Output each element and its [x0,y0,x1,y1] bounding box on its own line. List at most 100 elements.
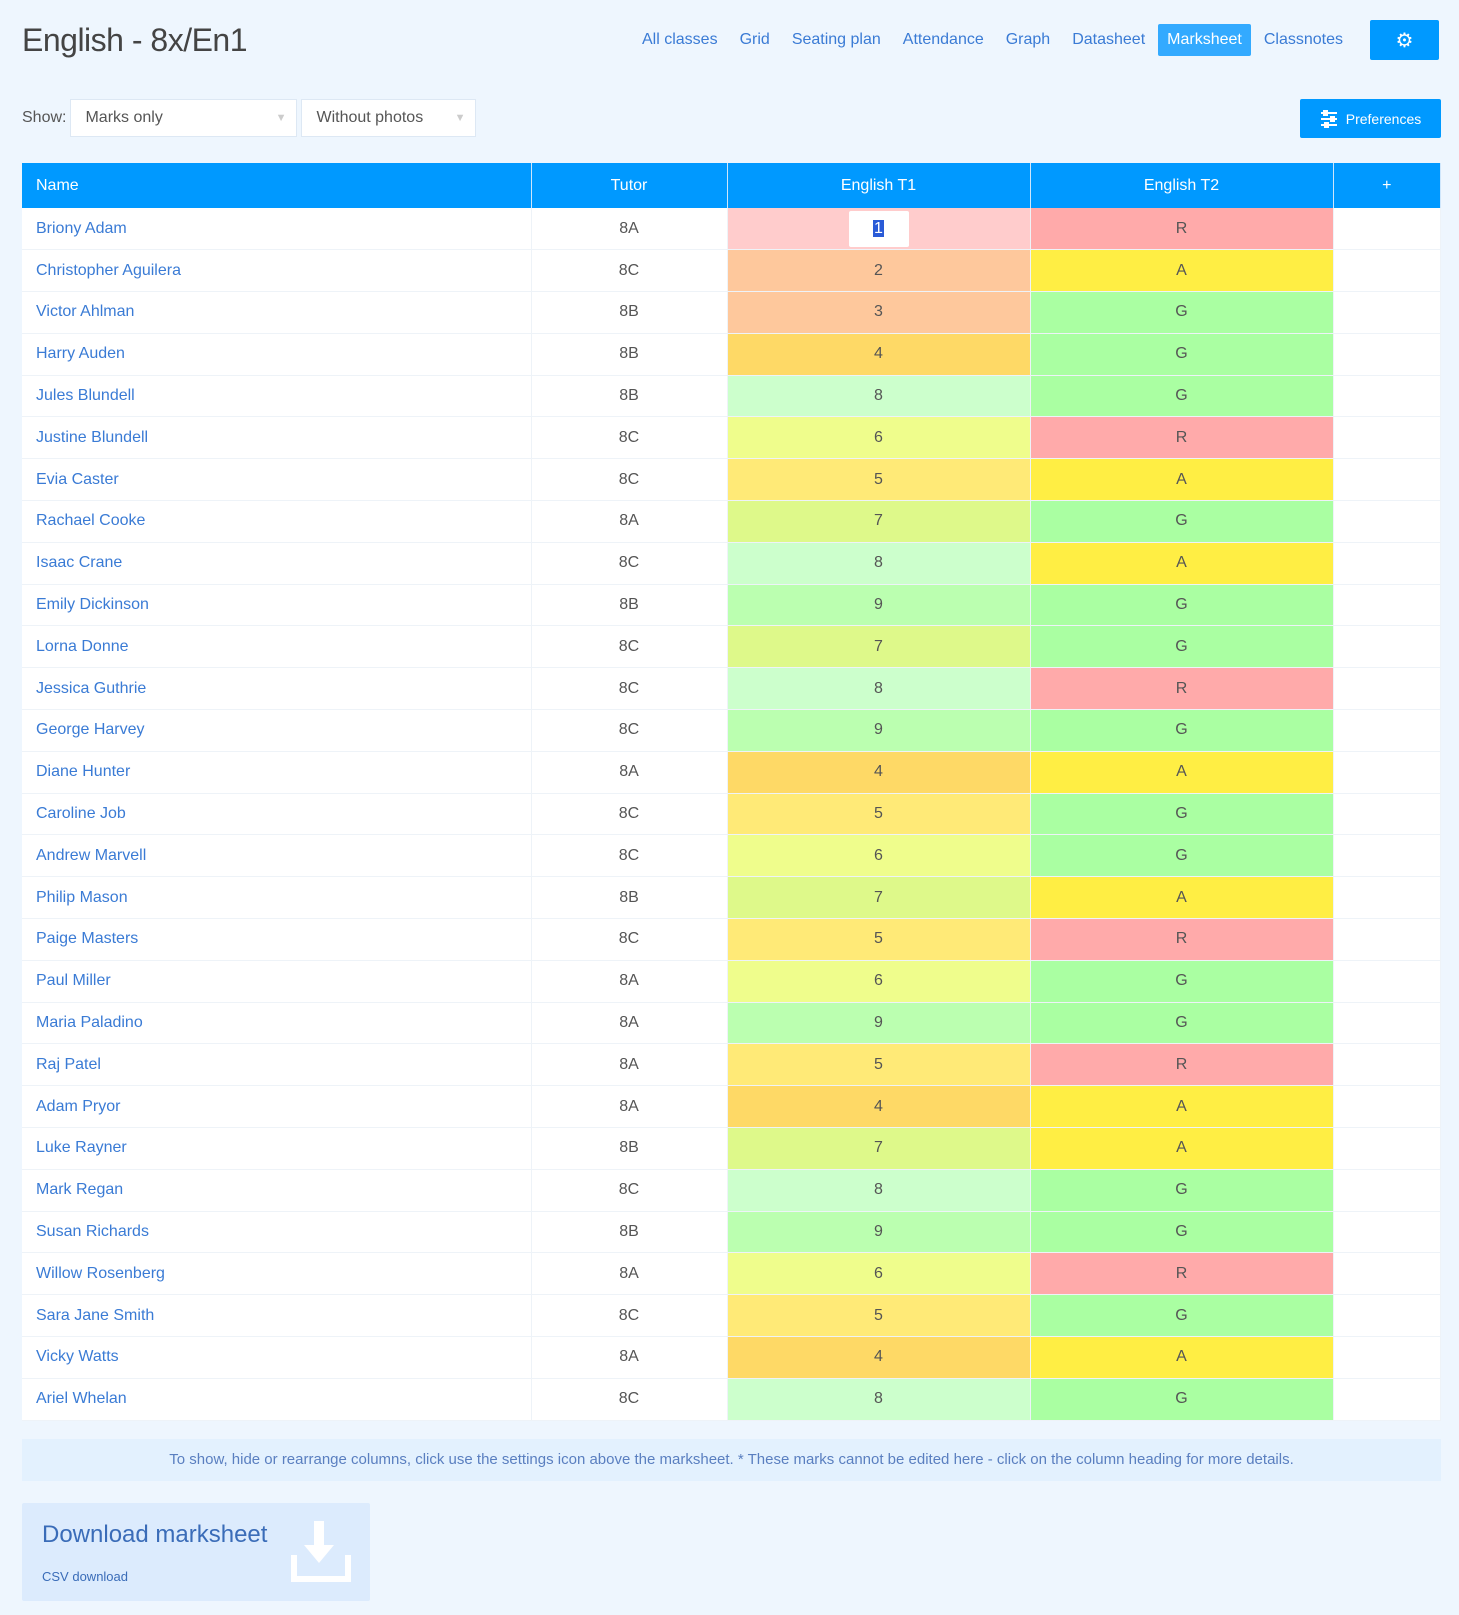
add-column-button[interactable]: + [1333,163,1441,208]
student-name-link[interactable]: Diane Hunter [22,751,532,794]
student-name-link[interactable]: Ariel Whelan [22,1378,532,1421]
preferences-button[interactable]: Preferences [1300,99,1441,138]
settings-button[interactable]: ⚙ [1370,20,1439,60]
t2-mark-cell[interactable]: G [1030,793,1334,836]
student-name-link[interactable]: Mark Regan [22,1169,532,1212]
student-name-link[interactable]: George Harvey [22,709,532,752]
t1-mark-cell[interactable]: 4 [727,1336,1031,1379]
t2-mark-cell[interactable]: G [1030,625,1334,669]
t2-mark-cell[interactable]: G [1030,1002,1334,1045]
nav-attendance[interactable]: Attendance [902,31,984,48]
t1-mark-cell[interactable]: 2 [727,249,1031,293]
t1-mark-cell[interactable]: 5 [727,1294,1031,1338]
t1-mark-cell[interactable]: 7 [727,500,1031,543]
col-tutor[interactable]: Tutor [531,163,728,208]
t2-mark-cell[interactable]: G [1030,1169,1334,1212]
student-name-link[interactable]: Vicky Watts [22,1336,532,1379]
t1-mark-cell[interactable]: 5 [727,793,1031,836]
student-name-link[interactable]: Lorna Donne [22,625,532,669]
student-name-link[interactable]: Jessica Guthrie [22,667,532,711]
student-name-link[interactable]: Susan Richards [22,1211,532,1254]
t2-mark-cell[interactable]: G [1030,834,1334,878]
student-name-link[interactable]: Caroline Job [22,793,532,836]
t1-mark-cell[interactable]: 8 [727,667,1031,711]
t2-mark-cell[interactable]: G [1030,500,1334,543]
t2-mark-cell[interactable]: R [1030,667,1334,711]
t1-mark-cell[interactable]: 9 [727,1211,1031,1254]
student-name-link[interactable]: Justine Blundell [22,416,532,460]
t2-mark-cell[interactable]: G [1030,584,1334,627]
col-english-t1[interactable]: English T1 [727,163,1031,208]
t2-mark-cell[interactable]: G [1030,960,1334,1003]
t1-mark-cell[interactable]: 4 [727,333,1031,376]
student-name-link[interactable]: Philip Mason [22,876,532,920]
t1-mark-cell[interactable]: 5 [727,918,1031,961]
t1-mark-cell[interactable]: 6 [727,416,1031,460]
t1-mark-cell[interactable]: 6 [727,960,1031,1003]
student-name-link[interactable]: Emily Dickinson [22,584,532,627]
student-name-link[interactable]: Andrew Marvell [22,834,532,878]
nav-classnotes[interactable]: Classnotes [1263,31,1343,48]
t2-mark-cell[interactable]: A [1030,1127,1334,1170]
t1-mark-cell[interactable]: 8 [727,1378,1031,1421]
t2-mark-cell[interactable]: A [1030,249,1334,293]
t1-mark-cell[interactable]: 8 [727,542,1031,585]
student-name-link[interactable]: Harry Auden [22,333,532,376]
student-name-link[interactable]: Willow Rosenberg [22,1252,532,1296]
t2-mark-cell[interactable]: A [1030,542,1334,585]
t1-mark-cell[interactable]: 1 [727,208,1031,251]
student-name-link[interactable]: Adam Pryor [22,1085,532,1129]
t1-mark-cell[interactable]: 9 [727,1002,1031,1045]
student-name-link[interactable]: Briony Adam [22,208,532,251]
student-name-link[interactable]: Paige Masters [22,918,532,961]
t2-mark-cell[interactable]: A [1030,1085,1334,1129]
t2-mark-cell[interactable]: R [1030,918,1334,961]
t2-mark-cell[interactable]: G [1030,1294,1334,1338]
t1-mark-cell[interactable]: 5 [727,458,1031,502]
t2-mark-cell[interactable]: G [1030,375,1334,418]
t2-mark-cell[interactable]: A [1030,1336,1334,1379]
student-name-link[interactable]: Luke Rayner [22,1127,532,1170]
t2-mark-cell[interactable]: G [1030,1211,1334,1254]
nav-datasheet[interactable]: Datasheet [1072,31,1146,48]
student-name-link[interactable]: Evia Caster [22,458,532,502]
t2-mark-cell[interactable]: R [1030,416,1334,460]
t1-mark-cell[interactable]: 7 [727,876,1031,920]
t1-mark-cell[interactable]: 8 [727,1169,1031,1212]
t2-mark-cell[interactable]: G [1030,291,1334,334]
t1-mark-cell[interactable]: 4 [727,751,1031,794]
student-name-link[interactable]: Rachael Cooke [22,500,532,543]
nav-graph[interactable]: Graph [1005,31,1051,48]
student-name-link[interactable]: Maria Paladino [22,1002,532,1045]
student-name-link[interactable]: Paul Miller [22,960,532,1003]
t2-mark-cell[interactable]: A [1030,751,1334,794]
col-english-t2[interactable]: English T2 [1030,163,1334,208]
t1-mark-cell[interactable]: 8 [727,375,1031,418]
nav-grid[interactable]: Grid [739,31,770,48]
t2-mark-cell[interactable]: G [1030,709,1334,752]
t2-mark-cell[interactable]: A [1030,458,1334,502]
student-name-link[interactable]: Isaac Crane [22,542,532,585]
t1-mark-cell[interactable]: 3 [727,291,1031,334]
mark-input[interactable]: 1 [848,210,909,247]
student-name-link[interactable]: Raj Patel [22,1043,532,1087]
t2-mark-cell[interactable]: G [1030,333,1334,376]
nav-all-classes[interactable]: All classes [642,31,718,48]
student-name-link[interactable]: Jules Blundell [22,375,532,418]
t2-mark-cell[interactable]: R [1030,1043,1334,1087]
t1-mark-cell[interactable]: 7 [727,1127,1031,1170]
t1-mark-cell[interactable]: 7 [727,625,1031,669]
student-name-link[interactable]: Christopher Aguilera [22,249,532,293]
t1-mark-cell[interactable]: 5 [727,1043,1031,1087]
student-name-link[interactable]: Sara Jane Smith [22,1294,532,1338]
view-select[interactable]: Marks only ▼ [70,99,298,137]
download-marksheet-button[interactable]: Download marksheet CSV download [22,1503,370,1601]
student-name-link[interactable]: Victor Ahlman [22,291,532,334]
nav-seating-plan[interactable]: Seating plan [791,31,881,48]
col-name[interactable]: Name [22,163,532,208]
photos-select[interactable]: Without photos ▼ [301,99,477,137]
t1-mark-cell[interactable]: 4 [727,1085,1031,1129]
t1-mark-cell[interactable]: 6 [727,834,1031,878]
t2-mark-cell[interactable]: G [1030,1378,1334,1421]
t2-mark-cell[interactable]: A [1030,876,1334,920]
